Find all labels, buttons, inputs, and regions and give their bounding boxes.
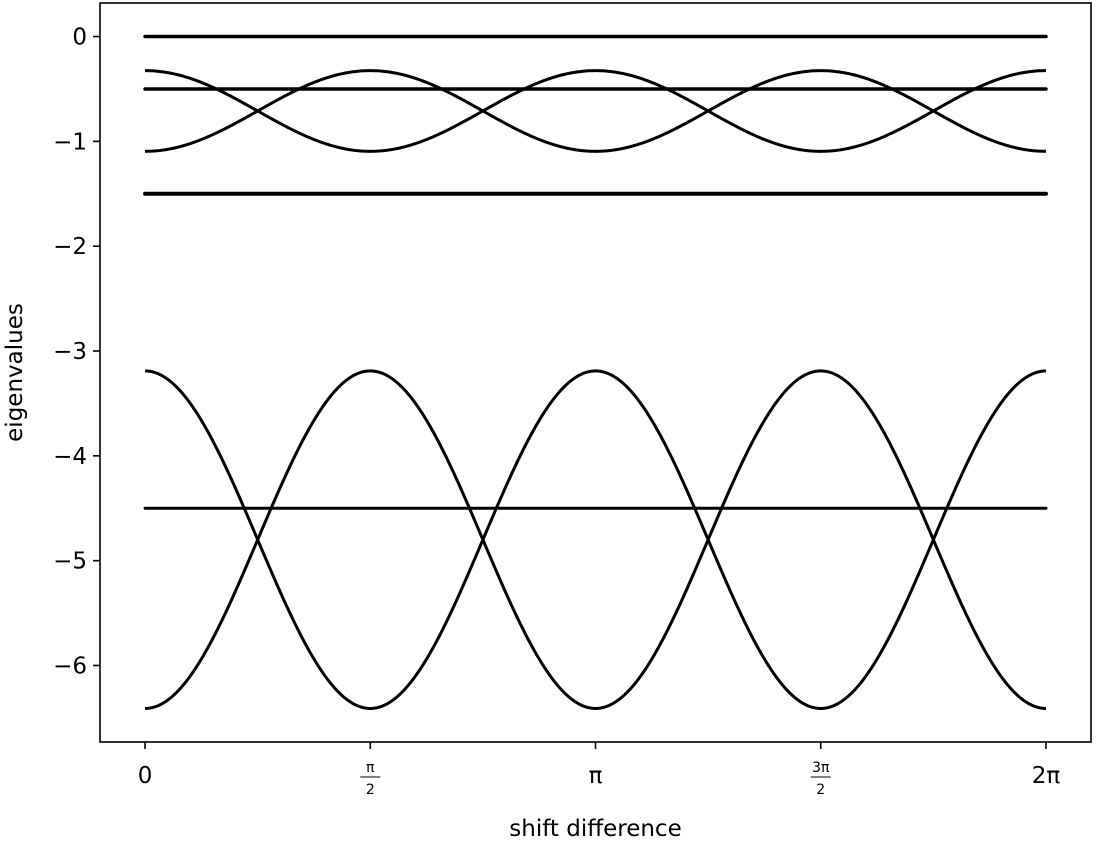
series-curve-3 — [144, 369, 1047, 710]
y-tick-label: −2 — [53, 234, 87, 260]
x-tick-label-denominator: 2 — [366, 782, 375, 798]
x-tick-label: 0 — [138, 763, 153, 789]
y-axis: 0 −1 −2 −3 −4 −5 −6 — [53, 25, 100, 679]
x-tick-label: 2π — [1032, 763, 1061, 789]
y-axis-label: eigenvalues — [2, 303, 28, 442]
series-layer — [143, 34, 1048, 710]
y-tick-label: −6 — [53, 653, 87, 679]
series-curve-0 — [145, 69, 1046, 153]
y-tick-label: −3 — [53, 339, 87, 365]
x-tick-label-denominator: 2 — [816, 782, 825, 798]
series-curve-2 — [144, 369, 1047, 710]
y-tick-label: 0 — [72, 25, 87, 51]
x-tick-label-numerator: 3π — [812, 760, 830, 776]
y-tick-label: −4 — [53, 444, 87, 470]
x-tick-label: π — [589, 763, 603, 789]
x-tick-label-numerator: π — [366, 760, 375, 776]
series-curve-1 — [145, 69, 1046, 153]
y-tick-label: −1 — [53, 129, 87, 155]
y-tick-label: −5 — [53, 549, 87, 575]
x-axis-label: shift difference — [509, 816, 681, 842]
